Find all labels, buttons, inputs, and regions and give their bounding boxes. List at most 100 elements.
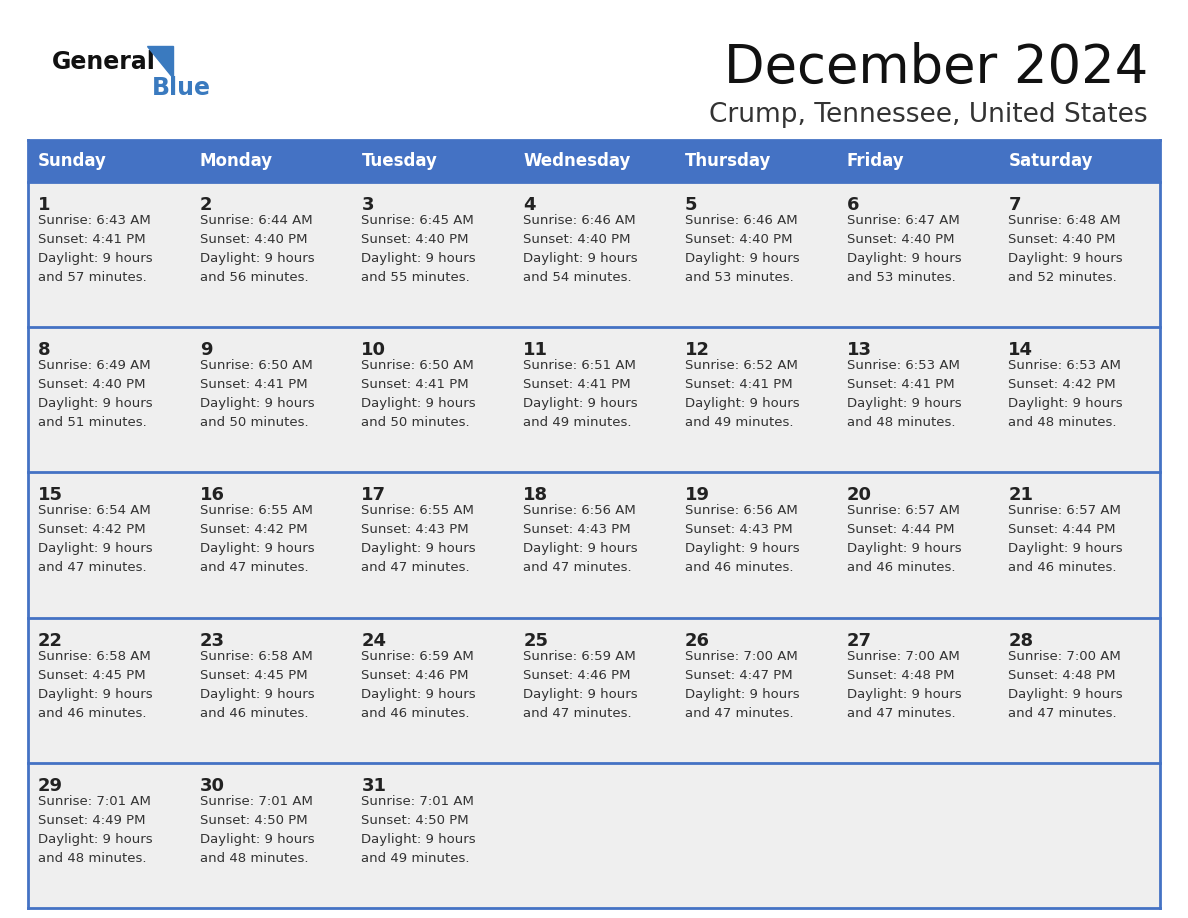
Text: Sunset: 4:43 PM: Sunset: 4:43 PM xyxy=(523,523,631,536)
Text: 25: 25 xyxy=(523,632,548,650)
Text: and 48 minutes.: and 48 minutes. xyxy=(847,416,955,430)
Text: Sunrise: 6:44 AM: Sunrise: 6:44 AM xyxy=(200,214,312,227)
Text: 20: 20 xyxy=(847,487,872,504)
Text: Sunset: 4:41 PM: Sunset: 4:41 PM xyxy=(523,378,631,391)
Text: December 2024: December 2024 xyxy=(723,42,1148,94)
Bar xyxy=(29,618,1159,763)
Text: and 48 minutes.: and 48 minutes. xyxy=(1009,416,1117,430)
Text: 9: 9 xyxy=(200,341,213,359)
Text: 12: 12 xyxy=(684,341,710,359)
Text: Daylight: 9 hours: Daylight: 9 hours xyxy=(361,688,476,700)
Text: Daylight: 9 hours: Daylight: 9 hours xyxy=(1009,397,1123,410)
Text: and 47 minutes.: and 47 minutes. xyxy=(1009,707,1117,720)
Text: and 46 minutes.: and 46 minutes. xyxy=(200,707,308,720)
Text: Sunrise: 7:01 AM: Sunrise: 7:01 AM xyxy=(38,795,151,808)
Text: and 49 minutes.: and 49 minutes. xyxy=(523,416,632,430)
Text: Daylight: 9 hours: Daylight: 9 hours xyxy=(200,833,315,845)
Text: Daylight: 9 hours: Daylight: 9 hours xyxy=(523,688,638,700)
Text: Sunset: 4:41 PM: Sunset: 4:41 PM xyxy=(847,378,954,391)
Text: Sunset: 4:46 PM: Sunset: 4:46 PM xyxy=(523,668,631,681)
Text: 18: 18 xyxy=(523,487,549,504)
Text: General: General xyxy=(52,50,156,74)
Text: and 46 minutes.: and 46 minutes. xyxy=(361,707,470,720)
Text: Sunrise: 6:55 AM: Sunrise: 6:55 AM xyxy=(361,504,474,518)
Text: 30: 30 xyxy=(200,777,225,795)
Text: Daylight: 9 hours: Daylight: 9 hours xyxy=(847,688,961,700)
Text: Sunrise: 6:58 AM: Sunrise: 6:58 AM xyxy=(38,650,151,663)
Text: Sunrise: 6:47 AM: Sunrise: 6:47 AM xyxy=(847,214,960,227)
Text: Sunset: 4:45 PM: Sunset: 4:45 PM xyxy=(38,668,146,681)
Text: Daylight: 9 hours: Daylight: 9 hours xyxy=(38,833,152,845)
Text: Daylight: 9 hours: Daylight: 9 hours xyxy=(200,252,315,265)
Text: 28: 28 xyxy=(1009,632,1034,650)
Text: Sunset: 4:50 PM: Sunset: 4:50 PM xyxy=(200,813,308,827)
Bar xyxy=(29,327,1159,473)
Text: 15: 15 xyxy=(38,487,63,504)
Text: 31: 31 xyxy=(361,777,386,795)
Text: Thursday: Thursday xyxy=(684,152,771,170)
Text: Sunset: 4:41 PM: Sunset: 4:41 PM xyxy=(361,378,469,391)
Text: and 47 minutes.: and 47 minutes. xyxy=(523,707,632,720)
Polygon shape xyxy=(147,46,173,78)
Text: 10: 10 xyxy=(361,341,386,359)
Text: and 49 minutes.: and 49 minutes. xyxy=(684,416,794,430)
Text: Daylight: 9 hours: Daylight: 9 hours xyxy=(523,543,638,555)
Text: Daylight: 9 hours: Daylight: 9 hours xyxy=(38,543,152,555)
Bar xyxy=(29,140,1159,182)
Text: and 46 minutes.: and 46 minutes. xyxy=(38,707,146,720)
Text: 11: 11 xyxy=(523,341,548,359)
Text: and 46 minutes.: and 46 minutes. xyxy=(1009,562,1117,575)
Text: Daylight: 9 hours: Daylight: 9 hours xyxy=(200,543,315,555)
Text: Sunrise: 6:55 AM: Sunrise: 6:55 AM xyxy=(200,504,312,518)
Text: Sunrise: 6:53 AM: Sunrise: 6:53 AM xyxy=(1009,359,1121,372)
Text: Sunrise: 6:50 AM: Sunrise: 6:50 AM xyxy=(361,359,474,372)
Text: 23: 23 xyxy=(200,632,225,650)
Text: Crump, Tennessee, United States: Crump, Tennessee, United States xyxy=(709,102,1148,128)
Text: Sunset: 4:40 PM: Sunset: 4:40 PM xyxy=(1009,233,1116,246)
Text: Sunset: 4:40 PM: Sunset: 4:40 PM xyxy=(847,233,954,246)
Text: Daylight: 9 hours: Daylight: 9 hours xyxy=(1009,688,1123,700)
Text: 5: 5 xyxy=(684,196,697,214)
Text: and 47 minutes.: and 47 minutes. xyxy=(523,562,632,575)
Text: Sunset: 4:40 PM: Sunset: 4:40 PM xyxy=(684,233,792,246)
Text: Sunset: 4:42 PM: Sunset: 4:42 PM xyxy=(200,523,308,536)
Bar xyxy=(29,182,1159,327)
Text: Sunrise: 6:59 AM: Sunrise: 6:59 AM xyxy=(523,650,636,663)
Text: and 46 minutes.: and 46 minutes. xyxy=(847,562,955,575)
Bar xyxy=(29,763,1159,908)
Text: and 57 minutes.: and 57 minutes. xyxy=(38,271,147,284)
Text: Sunset: 4:43 PM: Sunset: 4:43 PM xyxy=(684,523,792,536)
Text: Sunset: 4:40 PM: Sunset: 4:40 PM xyxy=(200,233,308,246)
Text: and 47 minutes.: and 47 minutes. xyxy=(38,562,146,575)
Text: Sunrise: 7:00 AM: Sunrise: 7:00 AM xyxy=(1009,650,1121,663)
Text: Sunset: 4:41 PM: Sunset: 4:41 PM xyxy=(200,378,308,391)
Text: 8: 8 xyxy=(38,341,51,359)
Text: 27: 27 xyxy=(847,632,872,650)
Text: Daylight: 9 hours: Daylight: 9 hours xyxy=(847,397,961,410)
Text: Sunset: 4:44 PM: Sunset: 4:44 PM xyxy=(1009,523,1116,536)
Text: 4: 4 xyxy=(523,196,536,214)
Text: Sunset: 4:47 PM: Sunset: 4:47 PM xyxy=(684,668,792,681)
Text: Tuesday: Tuesday xyxy=(361,152,437,170)
Text: Sunrise: 7:01 AM: Sunrise: 7:01 AM xyxy=(361,795,474,808)
Text: and 54 minutes.: and 54 minutes. xyxy=(523,271,632,284)
Text: Daylight: 9 hours: Daylight: 9 hours xyxy=(361,543,476,555)
Text: Sunrise: 6:56 AM: Sunrise: 6:56 AM xyxy=(523,504,636,518)
Text: Daylight: 9 hours: Daylight: 9 hours xyxy=(200,397,315,410)
Text: Sunrise: 6:49 AM: Sunrise: 6:49 AM xyxy=(38,359,151,372)
Text: Monday: Monday xyxy=(200,152,273,170)
Text: 13: 13 xyxy=(847,341,872,359)
Text: Sunrise: 6:46 AM: Sunrise: 6:46 AM xyxy=(684,214,797,227)
Text: Sunrise: 6:58 AM: Sunrise: 6:58 AM xyxy=(200,650,312,663)
Text: and 48 minutes.: and 48 minutes. xyxy=(38,852,146,865)
Text: and 48 minutes.: and 48 minutes. xyxy=(200,852,308,865)
Text: Wednesday: Wednesday xyxy=(523,152,631,170)
Text: and 51 minutes.: and 51 minutes. xyxy=(38,416,147,430)
Text: and 55 minutes.: and 55 minutes. xyxy=(361,271,470,284)
Text: Sunrise: 6:59 AM: Sunrise: 6:59 AM xyxy=(361,650,474,663)
Text: 21: 21 xyxy=(1009,487,1034,504)
Text: Daylight: 9 hours: Daylight: 9 hours xyxy=(361,252,476,265)
Text: Sunset: 4:42 PM: Sunset: 4:42 PM xyxy=(38,523,146,536)
Text: Friday: Friday xyxy=(847,152,904,170)
Text: Daylight: 9 hours: Daylight: 9 hours xyxy=(38,397,152,410)
